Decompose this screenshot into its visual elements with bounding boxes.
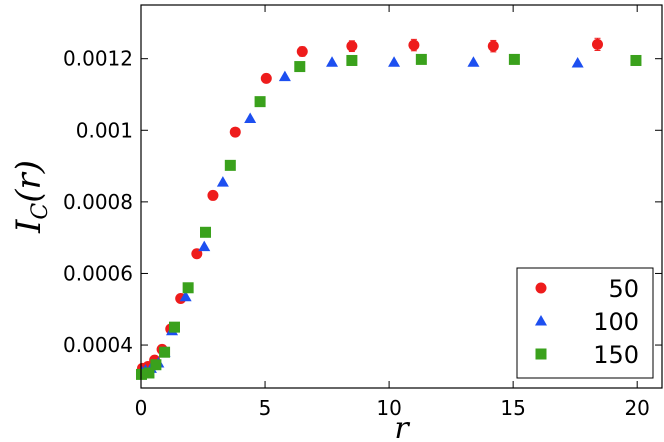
x-tick-label: 0 <box>135 396 148 420</box>
data-point-100 <box>571 56 584 68</box>
legend-marker-50 <box>535 282 547 294</box>
x-axis-label: r <box>394 411 410 442</box>
data-point-150 <box>415 53 427 65</box>
y-axis-label: IC(r) <box>9 160 53 234</box>
y-tick-label: 0.0006 <box>63 261 133 285</box>
y-tick-label: 0.0012 <box>63 47 133 71</box>
plot-frame <box>140 4 663 389</box>
x-tick-label: 5 <box>259 396 272 420</box>
y-axis-label-subscript: C <box>28 203 53 220</box>
data-point-150 <box>168 321 180 333</box>
data-point-150 <box>630 54 642 66</box>
data-point-100 <box>326 56 339 67</box>
data-point-100 <box>467 56 480 67</box>
x-tick-label: 20 <box>624 396 649 420</box>
legend-marker-100 <box>535 315 547 326</box>
y-tick-label: 0.001 <box>76 118 133 142</box>
data-point-150 <box>159 346 171 358</box>
y-axis-label-argument: (r) <box>9 160 49 203</box>
y-tick-label: 0.0008 <box>63 190 133 214</box>
data-point-100 <box>244 112 257 123</box>
legend-label-50: 50 <box>608 275 639 303</box>
data-point-100 <box>179 290 192 302</box>
data-point-150 <box>150 359 162 371</box>
data-point-50 <box>260 72 272 84</box>
x-tick-label: 15 <box>500 396 525 420</box>
data-point-50 <box>229 126 241 138</box>
data-point-150 <box>346 54 358 66</box>
y-axis-label-main: I <box>9 219 49 234</box>
data-point-150 <box>224 159 236 171</box>
data-point-100 <box>388 56 401 67</box>
legend-marker-150 <box>535 348 547 360</box>
data-point-150 <box>294 61 306 73</box>
data-point-50 <box>591 38 603 50</box>
data-point-150 <box>508 53 520 65</box>
data-point-50 <box>487 40 499 52</box>
data-point-50 <box>207 189 219 201</box>
legend: 50 100 150 <box>516 267 654 379</box>
data-point-50 <box>346 40 358 52</box>
legend-label-100: 100 <box>593 308 639 336</box>
x-tick-label: 10 <box>376 396 401 420</box>
data-point-50 <box>408 39 420 51</box>
data-point-150 <box>182 282 194 294</box>
data-point-150 <box>254 96 266 108</box>
data-point-100 <box>198 240 211 252</box>
data-point-150 <box>143 367 155 379</box>
y-tick-label: 0.0004 <box>63 333 133 357</box>
data-point-100 <box>216 176 229 187</box>
data-point-50 <box>296 46 308 58</box>
legend-label-150: 150 <box>593 341 639 369</box>
data-point-100 <box>278 70 291 82</box>
series-100 <box>135 56 584 377</box>
data-point-150 <box>200 226 212 238</box>
